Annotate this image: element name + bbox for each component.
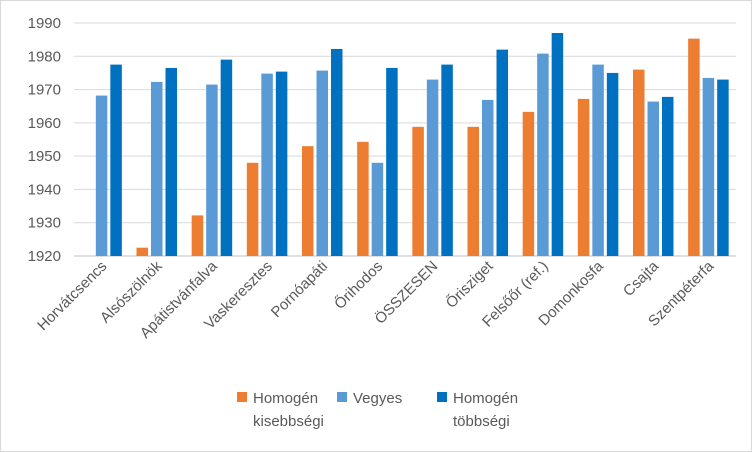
- bar: [136, 247, 148, 256]
- bar: [467, 126, 479, 256]
- x-tick-label: Csajta: [620, 257, 663, 300]
- y-tick-label: 1970: [28, 82, 61, 99]
- bar: [522, 111, 535, 256]
- legend-label: Vegyes: [353, 390, 402, 407]
- y-tick-label: 1990: [28, 15, 61, 32]
- bar: [662, 96, 674, 256]
- y-tick-label: 1940: [28, 181, 61, 198]
- bar: [110, 64, 122, 256]
- legend-swatch: [337, 392, 347, 402]
- bar: [606, 72, 619, 256]
- x-tick-label: Őrihodos: [331, 258, 386, 313]
- bar: [426, 79, 439, 256]
- y-tick-label: 1950: [28, 148, 61, 165]
- bar: [261, 73, 273, 256]
- legend-label: többségi: [453, 413, 510, 430]
- x-tick-label: Őrisziget: [443, 257, 497, 311]
- x-tick-label: Pornóapáti: [268, 258, 331, 321]
- x-tick-label: Horvátcsencs: [34, 258, 110, 334]
- bar: [577, 98, 590, 257]
- bar: [220, 59, 233, 256]
- bar: [412, 126, 424, 256]
- bar: [551, 32, 564, 256]
- bar: [275, 71, 288, 257]
- legend-swatch: [437, 392, 447, 402]
- legend-swatch: [237, 392, 247, 402]
- bar: [151, 81, 163, 256]
- legend-label: Homogén: [453, 390, 518, 407]
- bar: [717, 79, 729, 256]
- bar: [633, 69, 645, 256]
- bar: [647, 101, 659, 256]
- bar: [702, 77, 715, 257]
- bar: [496, 49, 508, 256]
- bar: [246, 162, 259, 256]
- y-tick-label: 1930: [28, 215, 61, 232]
- legend-label: Homogén: [253, 390, 318, 407]
- bar: [357, 141, 369, 256]
- bar: [302, 146, 314, 256]
- bar: [537, 53, 549, 256]
- bar: [371, 162, 384, 256]
- bar: [441, 64, 453, 256]
- y-tick-label: 1980: [28, 48, 61, 65]
- bar: [482, 99, 494, 256]
- bar: [206, 84, 218, 256]
- legend-label: kisebbségi: [253, 413, 324, 430]
- y-tick-label: 1920: [28, 248, 61, 265]
- bar: [688, 38, 700, 256]
- bar: [95, 95, 108, 256]
- bar: [191, 215, 204, 256]
- bar: [316, 70, 328, 256]
- bar: [165, 67, 177, 256]
- y-tick-label: 1960: [28, 115, 61, 132]
- bar: [592, 64, 604, 256]
- bar: [386, 67, 398, 256]
- bar: [331, 48, 343, 256]
